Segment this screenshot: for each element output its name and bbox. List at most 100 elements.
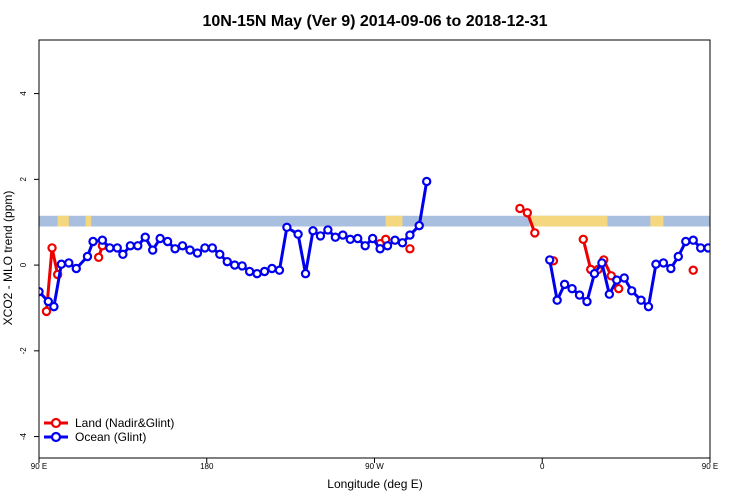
y-tick-label: -2 — [19, 347, 28, 355]
data-point — [522, 208, 533, 218]
data-point — [688, 235, 698, 245]
legend-swatch-marker — [50, 431, 62, 443]
data-point — [315, 231, 326, 241]
data-point — [613, 283, 624, 294]
land-band — [385, 215, 403, 227]
data-point — [552, 295, 562, 305]
data-point — [727, 242, 734, 249]
data-point — [43, 296, 54, 307]
y-tick-label: 4 — [19, 91, 28, 96]
data-point — [597, 258, 607, 268]
data-point — [82, 251, 93, 262]
data-point — [97, 235, 108, 245]
land-band — [85, 215, 92, 227]
ocean-band — [39, 215, 710, 227]
data-point — [382, 241, 393, 251]
data-point — [742, 246, 749, 253]
data-point — [56, 259, 67, 269]
data-point — [673, 251, 684, 262]
data-point — [738, 271, 745, 278]
plot-layer — [39, 176, 749, 317]
data-point — [734, 234, 741, 241]
data-point — [155, 233, 165, 244]
data-point — [345, 234, 355, 245]
legend: Land (Nadir&Glint)Ocean (Glint) — [44, 416, 174, 444]
data-point — [727, 308, 734, 315]
data-point — [323, 225, 333, 235]
data-point — [162, 236, 173, 247]
x-tick-label: 180 — [200, 462, 214, 471]
y-tick-label: 0 — [19, 262, 28, 267]
legend-swatch-marker — [50, 417, 62, 429]
x-axis: 90 E 180 90 W 0 90 E — [31, 458, 718, 471]
data-point — [688, 265, 698, 275]
data-point — [619, 273, 629, 283]
data-point — [330, 232, 341, 242]
data-point — [582, 296, 592, 307]
data-point — [125, 241, 136, 251]
data-point — [215, 249, 225, 260]
land-band — [650, 215, 664, 227]
data-point — [244, 266, 255, 277]
data-point — [267, 263, 277, 274]
data-point — [367, 233, 378, 244]
land-band — [529, 215, 608, 227]
data-point — [695, 243, 706, 253]
data-point — [559, 279, 570, 290]
data-point — [308, 226, 318, 236]
data-point — [651, 259, 661, 269]
data-point — [703, 243, 710, 253]
data-point — [353, 233, 363, 244]
data-point — [293, 229, 303, 239]
data-point — [47, 243, 57, 253]
data-point — [237, 261, 247, 271]
legend-label: Land (Nadir&Glint) — [75, 416, 174, 430]
data-point — [397, 238, 408, 248]
data-point — [71, 263, 81, 274]
data-point — [64, 258, 74, 268]
data-point — [41, 306, 52, 317]
x-tick-label: 0 — [540, 462, 545, 471]
data-point — [375, 244, 385, 254]
data-point — [88, 236, 98, 247]
data-point — [200, 243, 210, 253]
data-point — [643, 301, 654, 312]
data-point — [360, 241, 370, 251]
series-line — [731, 248, 742, 311]
data-point — [185, 245, 195, 255]
data-point — [207, 243, 218, 253]
data-point — [300, 268, 311, 279]
data-point — [712, 251, 719, 258]
x-tick-label: 90 E — [31, 462, 47, 471]
series-ocean — [39, 176, 749, 312]
data-point — [49, 301, 59, 312]
legend-label: Ocean (Glint) — [75, 430, 146, 444]
data-point — [719, 242, 726, 249]
data-point — [230, 260, 240, 270]
x-tick-label: 90 E — [702, 462, 718, 471]
data-point — [421, 176, 432, 187]
data-point — [147, 245, 158, 255]
data-point — [636, 295, 646, 305]
x-axis-label: Longitude (deg E) — [327, 477, 422, 491]
data-point — [192, 248, 203, 258]
y-axis-label: XCO2 - MLO trend (ppm) — [1, 191, 15, 326]
data-point — [405, 230, 415, 240]
data-point — [338, 230, 348, 240]
data-point — [574, 290, 585, 300]
data-point — [666, 263, 676, 274]
land-band — [57, 215, 69, 227]
data-point — [259, 266, 270, 277]
data-point — [658, 258, 669, 268]
data-point — [118, 249, 128, 260]
data-point — [732, 244, 739, 251]
data-point — [627, 286, 637, 296]
data-point — [390, 235, 400, 245]
data-point — [604, 289, 615, 299]
data-point — [112, 243, 122, 253]
data-point — [133, 241, 143, 251]
data-point — [140, 232, 150, 242]
x-tick-label: 90 W — [365, 462, 384, 471]
data-point — [252, 268, 262, 279]
